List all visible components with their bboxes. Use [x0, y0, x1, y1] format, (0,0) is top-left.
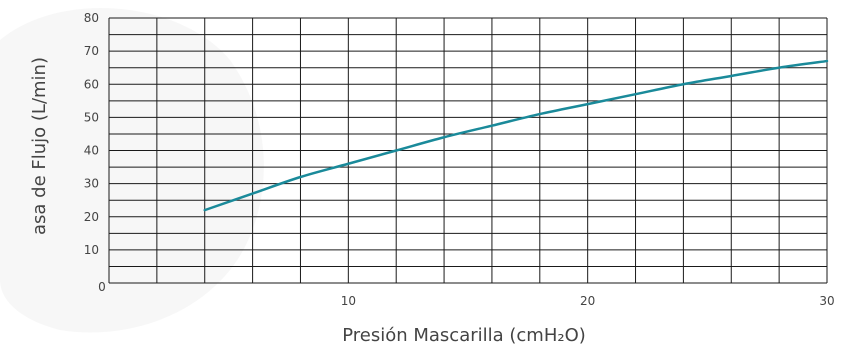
y-tick-label: 10 [84, 243, 99, 257]
y-tick-label: 30 [84, 177, 99, 191]
y-tick-label: 70 [84, 44, 99, 58]
y-tick-labels: 10 20 30 40 50 60 70 80 [84, 11, 99, 257]
y-axis-label: asa de Flujo (L/min) [29, 57, 50, 235]
y-tick-label: 60 [84, 77, 99, 91]
x-tick-label: 10 [341, 294, 356, 308]
x-tick-label: 0 [98, 280, 106, 294]
y-tick-label: 20 [84, 210, 99, 224]
x-axis-label: Presión Mascarilla (cmH₂O) [342, 325, 586, 346]
x-tick-labels: 0 10 20 30 [98, 280, 834, 308]
x-tick-label: 20 [580, 294, 595, 308]
y-tick-label: 50 [84, 110, 99, 124]
x-tick-label: 30 [819, 294, 834, 308]
background-watermark [0, 7, 264, 333]
series-line [203, 59, 829, 212]
chart-grid [108, 17, 828, 284]
y-tick-label: 40 [84, 144, 99, 158]
y-tick-label: 80 [84, 11, 99, 25]
